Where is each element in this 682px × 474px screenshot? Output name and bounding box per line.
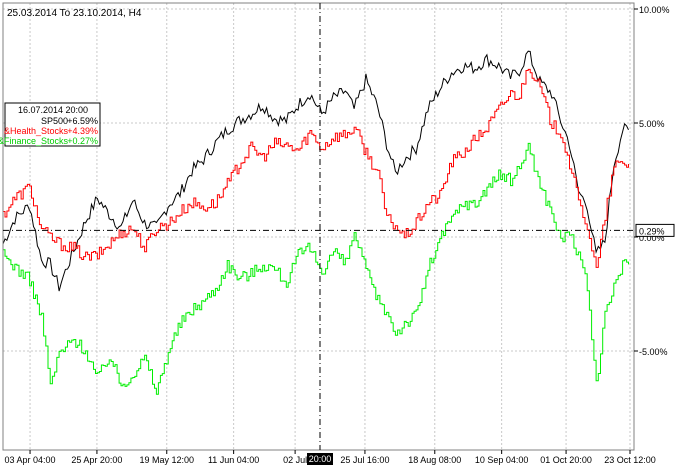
x-tick-label: 10 Sep 04:00 <box>475 455 529 465</box>
series-lines <box>2 50 629 395</box>
y-tick-label: 10.00% <box>639 5 670 15</box>
legend-label-finance: &Finance_Stocks <box>0 136 68 146</box>
grid <box>3 3 634 450</box>
x-tick-label: 11 Jun 04:00 <box>208 455 259 465</box>
date-range-title: 25.03.2014 To 23.10.2014, H4 <box>7 8 142 19</box>
plot-frame <box>2 2 635 451</box>
x-tick-label: 23 Oct 12:00 <box>604 455 656 465</box>
series-line-finance <box>3 142 629 395</box>
legend-date: 16.07.2014 20:00 <box>18 105 88 115</box>
axes: 10.00% 5.00% 0.00% -5.00% 03 Apr 04:00 25 Apr… <box>5 5 670 465</box>
crosshair[interactable]: 0.29% 20:00 <box>3 3 675 465</box>
y-tick-label: -5.00% <box>639 347 668 357</box>
legend-label-sp500: SP500 <box>41 116 68 126</box>
x-tick-label: 25 Jul 16:00 <box>340 455 389 465</box>
x-tick-label: 03 Apr 04:00 <box>5 455 56 465</box>
series-line-sp500 <box>2 50 629 292</box>
series-line-health <box>3 68 629 268</box>
legend-box: 16.07.2014 20:00 SP500 +6.59% &Health_St… <box>0 102 101 147</box>
x-tick-label: 19 May 12:00 <box>139 455 194 465</box>
y-tick-label: 5.00% <box>639 119 665 129</box>
legend-frame <box>4 102 101 147</box>
crosshair-y-box <box>635 223 675 237</box>
x-tick-label: 01 Oct 20:00 <box>540 455 592 465</box>
x-tick-label: 25 Apr 20:00 <box>71 455 122 465</box>
crosshair-time-box <box>307 453 333 465</box>
x-tick-label: 18 Aug 08:00 <box>408 455 461 465</box>
crosshair-time-label: 20:00 <box>309 454 332 464</box>
crosshair-y-label: 0.29% <box>639 226 665 236</box>
x-tick-label: 02 Jul <box>283 455 307 465</box>
legend-label-health: &Health_Stocks <box>4 126 69 136</box>
legend-value-health: +4.39% <box>67 126 98 136</box>
legend-value-finance: +0.27% <box>67 136 98 146</box>
y-tick-label: 0.00% <box>639 233 665 243</box>
legend-value-sp500: +6.59% <box>67 116 98 126</box>
